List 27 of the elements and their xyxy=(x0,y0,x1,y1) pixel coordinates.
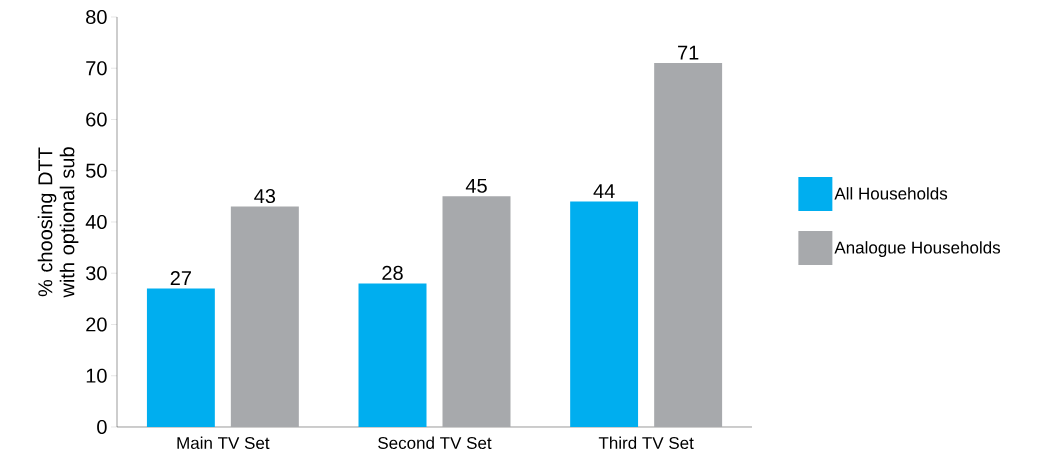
x-tick-label: Third TV Set xyxy=(598,436,694,450)
y-tick-label: 10 xyxy=(86,368,107,383)
bar xyxy=(570,201,639,427)
y-tick-label: 20 xyxy=(86,317,107,332)
y-tick-label: 70 xyxy=(86,61,107,76)
x-tick-label: Second TV Set xyxy=(378,436,492,450)
bar xyxy=(654,63,723,427)
legend-label: All Households xyxy=(834,187,948,200)
bar xyxy=(230,206,299,427)
bar xyxy=(442,196,511,427)
data-label: 44 xyxy=(593,184,615,198)
data-label: 45 xyxy=(465,178,487,193)
y-tick-label: 50 xyxy=(86,163,107,178)
y-tick-label: 40 xyxy=(85,214,107,230)
y-tick-label: 30 xyxy=(86,266,107,281)
y-tick-label: 80 xyxy=(86,9,107,25)
bar xyxy=(146,288,215,427)
data-label: 43 xyxy=(254,188,276,204)
y-tick-label: 0 xyxy=(97,419,107,435)
data-label: 27 xyxy=(170,271,191,286)
y-axis-title: % choosing DTT with optional sub xyxy=(37,147,79,298)
bar xyxy=(358,283,427,427)
legend-label: Analogue Households xyxy=(834,241,1001,257)
data-label: 28 xyxy=(382,265,403,280)
y-tick-label: 60 xyxy=(86,112,107,127)
data-label: 71 xyxy=(678,45,699,60)
x-tick-label: Main TV Set xyxy=(177,436,270,450)
